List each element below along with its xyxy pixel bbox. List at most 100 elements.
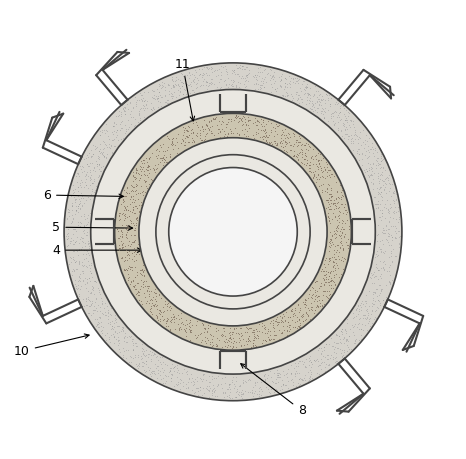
Point xyxy=(168,371,176,379)
Point xyxy=(281,326,288,333)
Point xyxy=(204,336,212,343)
Point xyxy=(254,86,262,93)
Point xyxy=(357,336,364,343)
Point xyxy=(184,126,191,134)
Point xyxy=(149,150,156,157)
Point xyxy=(244,127,251,134)
Point xyxy=(296,94,304,101)
Point xyxy=(375,169,382,176)
Point xyxy=(304,311,311,319)
Point xyxy=(294,325,301,332)
Point xyxy=(122,338,130,345)
Point xyxy=(196,82,204,90)
Point xyxy=(284,378,292,385)
Point xyxy=(316,151,323,158)
Point xyxy=(349,117,356,124)
Point xyxy=(253,372,260,380)
Point xyxy=(325,167,333,174)
Point xyxy=(314,171,322,178)
Point xyxy=(133,167,140,174)
Point xyxy=(140,106,147,114)
Point xyxy=(73,247,80,254)
Point xyxy=(167,314,175,321)
Point xyxy=(306,104,314,112)
Point xyxy=(186,319,194,326)
Point xyxy=(83,231,91,238)
Point xyxy=(98,128,105,135)
Point xyxy=(295,370,303,377)
Point xyxy=(329,257,336,264)
Point xyxy=(222,130,229,138)
Point xyxy=(326,101,334,108)
Point xyxy=(179,73,187,80)
Point xyxy=(372,263,380,270)
Point xyxy=(338,229,346,236)
Point xyxy=(116,112,123,119)
Point xyxy=(250,333,258,340)
Point xyxy=(262,125,269,132)
Point xyxy=(282,75,290,83)
Point xyxy=(64,241,71,249)
Point xyxy=(238,325,245,332)
Point xyxy=(83,275,90,283)
Point xyxy=(166,367,174,375)
Point xyxy=(198,391,206,398)
Point xyxy=(245,121,252,129)
Point xyxy=(147,364,154,372)
Point xyxy=(132,214,140,222)
Point xyxy=(181,86,189,93)
Point xyxy=(149,348,156,356)
Point xyxy=(343,116,350,123)
Point xyxy=(260,66,267,73)
Point xyxy=(276,370,283,378)
Point xyxy=(138,271,146,278)
Point xyxy=(131,196,138,203)
Point xyxy=(191,375,199,383)
Point xyxy=(319,110,327,118)
Point xyxy=(371,200,378,207)
Point xyxy=(243,73,250,80)
Point xyxy=(138,91,145,99)
Point xyxy=(270,328,277,335)
Point xyxy=(124,106,132,113)
Point xyxy=(377,274,385,282)
Point xyxy=(356,314,363,321)
Point xyxy=(132,100,140,107)
Point xyxy=(70,248,77,255)
Point xyxy=(70,257,77,264)
Point xyxy=(115,322,123,330)
Point xyxy=(340,245,347,252)
Point xyxy=(394,207,402,214)
Point xyxy=(279,319,287,326)
Point xyxy=(120,327,127,335)
Point xyxy=(252,334,260,341)
Point xyxy=(336,245,343,252)
Point xyxy=(229,374,236,381)
Point xyxy=(132,220,140,227)
Point xyxy=(370,315,377,323)
Point xyxy=(336,104,344,112)
Point xyxy=(137,189,144,196)
Point xyxy=(350,329,357,336)
Point xyxy=(312,174,319,181)
Point xyxy=(270,388,278,395)
Point xyxy=(375,205,382,212)
Point xyxy=(166,367,173,374)
Point xyxy=(282,138,290,145)
Point xyxy=(374,197,382,205)
Point xyxy=(323,169,331,176)
Point xyxy=(309,174,316,181)
Point xyxy=(138,266,146,273)
Point xyxy=(377,249,385,256)
Point xyxy=(293,318,301,325)
Point xyxy=(94,174,102,181)
Point xyxy=(161,147,169,155)
Point xyxy=(276,312,284,319)
Point xyxy=(302,84,310,91)
Point xyxy=(90,175,98,183)
Point xyxy=(342,114,350,122)
Point xyxy=(162,322,170,330)
Point xyxy=(268,140,276,148)
Point xyxy=(267,386,274,393)
Point xyxy=(244,71,251,78)
